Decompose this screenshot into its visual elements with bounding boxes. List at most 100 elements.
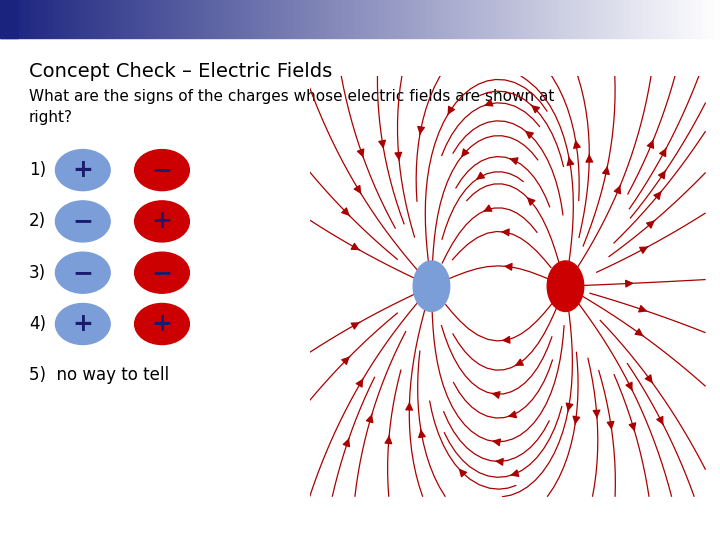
Bar [427, 0, 430, 38]
Bar [307, 0, 310, 38]
Bar [269, 0, 271, 38]
Bar [63, 0, 65, 38]
FancyArrowPatch shape [516, 359, 523, 366]
Bar [27, 0, 29, 38]
Bar [459, 0, 461, 38]
Bar [588, 0, 590, 38]
Text: −: − [72, 210, 94, 233]
FancyArrowPatch shape [418, 429, 426, 437]
Bar [106, 0, 108, 38]
FancyArrowPatch shape [343, 438, 349, 447]
Bar [171, 0, 173, 38]
Bar [598, 0, 600, 38]
Bar [341, 0, 343, 38]
Circle shape [135, 150, 189, 191]
Bar [559, 0, 562, 38]
Bar [441, 0, 444, 38]
Bar [322, 0, 324, 38]
Bar [384, 0, 387, 38]
Text: +: + [152, 312, 172, 336]
Bar [117, 0, 120, 38]
Bar [387, 0, 389, 38]
Bar [348, 0, 351, 38]
Bar [444, 0, 446, 38]
Bar [178, 0, 180, 38]
Bar [67, 0, 70, 38]
Bar [538, 0, 540, 38]
Bar [605, 0, 607, 38]
Bar [477, 0, 480, 38]
Bar [211, 0, 214, 38]
Bar [199, 0, 202, 38]
Bar [398, 0, 401, 38]
Bar [603, 0, 605, 38]
Bar [415, 0, 418, 38]
Bar [641, 0, 643, 38]
Bar [578, 0, 581, 38]
Bar [593, 0, 595, 38]
FancyArrowPatch shape [647, 140, 654, 149]
Bar [7, 0, 9, 38]
Bar [557, 0, 559, 38]
Bar [689, 0, 691, 38]
Bar [99, 0, 101, 38]
Bar [2, 0, 5, 38]
Bar [574, 0, 576, 38]
Bar [650, 0, 653, 38]
Circle shape [55, 150, 110, 191]
Bar [108, 0, 110, 38]
Bar [533, 0, 535, 38]
Bar [5, 0, 7, 38]
Bar [45, 0, 48, 38]
Bar [125, 0, 127, 38]
Bar [94, 0, 96, 38]
Bar [29, 0, 31, 38]
Bar [715, 0, 718, 38]
Bar [113, 0, 115, 38]
Circle shape [55, 303, 110, 345]
Bar [456, 0, 459, 38]
Bar [463, 0, 466, 38]
Bar [446, 0, 449, 38]
Bar [379, 0, 382, 38]
Circle shape [547, 261, 584, 312]
Bar [343, 0, 346, 38]
Bar [549, 0, 552, 38]
Bar [408, 0, 410, 38]
Text: 1): 1) [29, 161, 46, 179]
Bar [72, 0, 74, 38]
Bar [305, 0, 307, 38]
Bar [214, 0, 216, 38]
Bar [607, 0, 610, 38]
Bar [403, 0, 405, 38]
Bar [581, 0, 583, 38]
Circle shape [135, 252, 189, 293]
Bar [590, 0, 593, 38]
Bar [434, 0, 437, 38]
FancyArrowPatch shape [492, 392, 500, 398]
Bar [377, 0, 379, 38]
Text: What are the signs of the charges whose electric fields are shown at
right?: What are the signs of the charges whose … [29, 89, 554, 125]
Bar [187, 0, 189, 38]
Bar [153, 0, 156, 38]
FancyArrowPatch shape [639, 246, 648, 253]
Bar [449, 0, 451, 38]
Bar [675, 0, 677, 38]
Bar [240, 0, 243, 38]
Bar [372, 0, 374, 38]
Bar [698, 0, 701, 38]
Bar [506, 0, 509, 38]
Bar [0, 0, 18, 38]
FancyArrowPatch shape [586, 154, 593, 162]
Bar [245, 0, 247, 38]
FancyArrowPatch shape [342, 356, 350, 365]
Bar [571, 0, 574, 38]
Bar [132, 0, 135, 38]
Bar [243, 0, 245, 38]
Bar [146, 0, 149, 38]
Bar [149, 0, 151, 38]
FancyArrowPatch shape [603, 166, 609, 174]
Bar [480, 0, 482, 38]
Bar [317, 0, 319, 38]
Bar [156, 0, 158, 38]
